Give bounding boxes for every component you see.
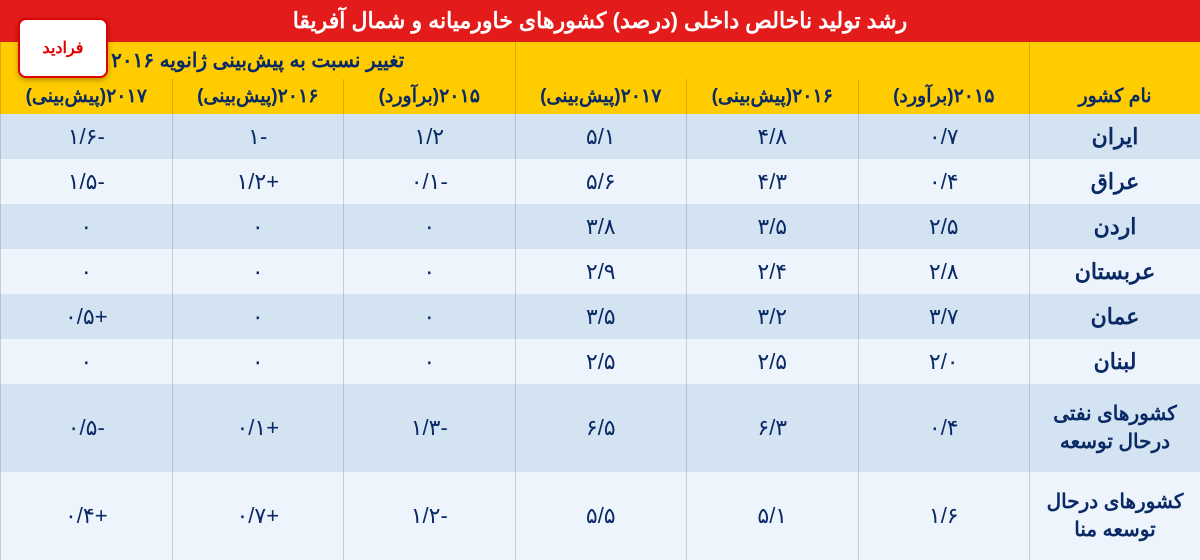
col-country: نام کشور — [1029, 79, 1200, 114]
cell-country: اردن — [1029, 204, 1200, 249]
cell-2017-fc: ۵/۵ — [515, 472, 687, 560]
group-header-row: تغییر نسبت به پیش‌بینی ژانویه ۲۰۱۶ — [0, 42, 1200, 79]
table-row: لبنان۲/۰۲/۵۲/۵۰۰۰ — [0, 339, 1200, 384]
cell-2017-chg: -۱/۵ — [0, 159, 172, 204]
cell-2016-fc: ۵/۱ — [686, 472, 858, 560]
cell-2017-fc: ۳/۸ — [515, 204, 687, 249]
brand-logo: فرادید — [18, 18, 108, 78]
cell-country: ایران — [1029, 114, 1200, 159]
cell-2017-chg: ۰ — [0, 249, 172, 294]
cell-2015-est: ۰/۷ — [858, 114, 1030, 159]
table-row: ایران۰/۷۴/۸۵/۱۱/۲-۱-۱/۶ — [0, 114, 1200, 159]
cell-country: کشورهای نفتی درحال توسعه — [1029, 384, 1200, 472]
cell-2017-chg: +۰/۵ — [0, 294, 172, 339]
cell-2015-chg: ۰ — [343, 249, 515, 294]
cell-2015-chg: ۰ — [343, 294, 515, 339]
cell-2016-fc: ۶/۳ — [686, 384, 858, 472]
table-row: اردن۲/۵۳/۵۳/۸۰۰۰ — [0, 204, 1200, 249]
cell-2016-chg: ۰ — [172, 339, 344, 384]
cell-2015-est: ۲/۸ — [858, 249, 1030, 294]
cell-2017-chg: ۰ — [0, 204, 172, 249]
cell-2015-est: ۳/۷ — [858, 294, 1030, 339]
cell-2016-chg: -۱ — [172, 114, 344, 159]
cell-2017-fc: ۶/۵ — [515, 384, 687, 472]
cell-2017-chg: -۱/۶ — [0, 114, 172, 159]
cell-2015-chg: ۰ — [343, 339, 515, 384]
cell-2015-chg: -۰/۱ — [343, 159, 515, 204]
col-2016-fc: ۲۰۱۶(پیش‌بینی) — [686, 79, 858, 114]
cell-2016-fc: ۲/۴ — [686, 249, 858, 294]
cell-country: لبنان — [1029, 339, 1200, 384]
cell-2017-fc: ۲/۵ — [515, 339, 687, 384]
cell-country: عراق — [1029, 159, 1200, 204]
column-header-row: نام کشور ۲۰۱۵(برآورد) ۲۰۱۶(پیش‌بینی) ۲۰۱… — [0, 79, 1200, 114]
cell-2015-est: ۲/۵ — [858, 204, 1030, 249]
table-row: کشورهای درحال توسعه منا۱/۶۵/۱۵/۵-۱/۲+۰/۷… — [0, 472, 1200, 560]
cell-country: عمان — [1029, 294, 1200, 339]
cell-2015-est: ۰/۴ — [858, 384, 1030, 472]
cell-2016-fc: ۳/۵ — [686, 204, 858, 249]
col-2016-chg: ۲۰۱۶(پیش‌بینی) — [172, 79, 344, 114]
cell-2016-chg: +۱/۲ — [172, 159, 344, 204]
table-row: عراق۰/۴۴/۳۵/۶-۰/۱+۱/۲-۱/۵ — [0, 159, 1200, 204]
col-2017-fc: ۲۰۱۷(پیش‌بینی) — [515, 79, 687, 114]
cell-2017-fc: ۲/۹ — [515, 249, 687, 294]
cell-2016-fc: ۲/۵ — [686, 339, 858, 384]
cell-2016-fc: ۳/۲ — [686, 294, 858, 339]
cell-2015-chg: -۱/۲ — [343, 472, 515, 560]
cell-2017-fc: ۳/۵ — [515, 294, 687, 339]
cell-2017-chg: -۰/۵ — [0, 384, 172, 472]
cell-country: کشورهای درحال توسعه منا — [1029, 472, 1200, 560]
cell-2017-chg: +۰/۴ — [0, 472, 172, 560]
cell-2016-chg: ۰ — [172, 294, 344, 339]
table-row: عمان۳/۷۳/۲۳/۵۰۰+۰/۵ — [0, 294, 1200, 339]
cell-2015-est: ۰/۴ — [858, 159, 1030, 204]
group-header-blank-2 — [515, 42, 1030, 79]
table-body: ایران۰/۷۴/۸۵/۱۱/۲-۱-۱/۶عراق۰/۴۴/۳۵/۶-۰/۱… — [0, 114, 1200, 560]
cell-2015-chg: ۱/۲ — [343, 114, 515, 159]
cell-2017-fc: ۵/۱ — [515, 114, 687, 159]
cell-2017-fc: ۵/۶ — [515, 159, 687, 204]
cell-2016-fc: ۴/۳ — [686, 159, 858, 204]
cell-2015-chg: ۰ — [343, 204, 515, 249]
table-row: کشورهای نفتی درحال توسعه۰/۴۶/۳۶/۵-۱/۳+۰/… — [0, 384, 1200, 472]
table-title: رشد تولید ناخالص داخلی (درصد) کشورهای خا… — [0, 0, 1200, 42]
table-row: عربستان۲/۸۲/۴۲/۹۰۰۰ — [0, 249, 1200, 294]
cell-2015-est: ۲/۰ — [858, 339, 1030, 384]
cell-2016-chg: +۰/۷ — [172, 472, 344, 560]
cell-2015-chg: -۱/۳ — [343, 384, 515, 472]
cell-2017-chg: ۰ — [0, 339, 172, 384]
group-header-blank-1 — [1029, 42, 1200, 79]
cell-2015-est: ۱/۶ — [858, 472, 1030, 560]
cell-country: عربستان — [1029, 249, 1200, 294]
cell-2016-chg: +۰/۱ — [172, 384, 344, 472]
cell-2016-fc: ۴/۸ — [686, 114, 858, 159]
col-2017-chg: ۲۰۱۷(پیش‌بینی) — [0, 79, 172, 114]
cell-2016-chg: ۰ — [172, 249, 344, 294]
col-2015-chg: ۲۰۱۵(برآورد) — [343, 79, 515, 114]
cell-2016-chg: ۰ — [172, 204, 344, 249]
col-2015-est: ۲۰۱۵(برآورد) — [858, 79, 1030, 114]
